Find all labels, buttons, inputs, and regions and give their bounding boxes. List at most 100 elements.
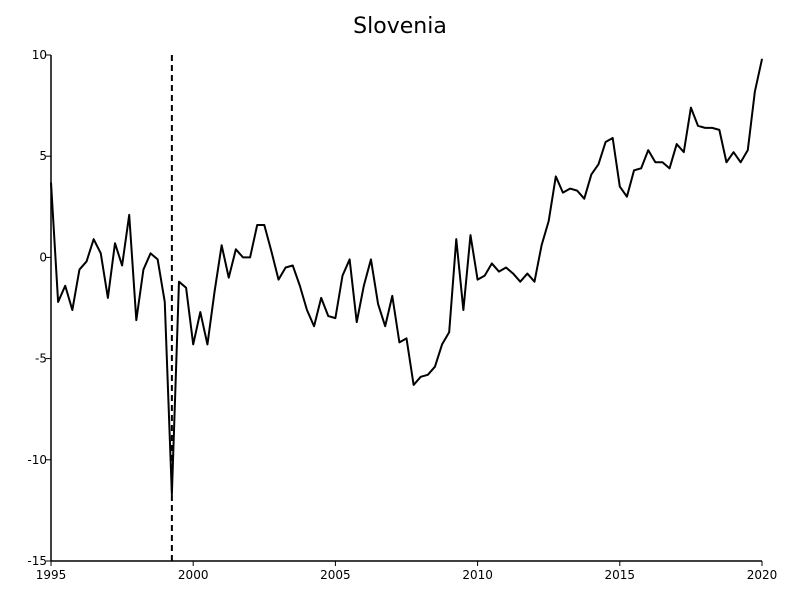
data-point <box>228 277 230 279</box>
data-point <box>171 493 173 495</box>
data-point <box>150 252 152 254</box>
data-point <box>747 149 749 151</box>
data-points <box>50 58 763 495</box>
data-point <box>626 196 628 198</box>
data-point <box>434 366 436 368</box>
data-point <box>427 374 429 376</box>
data-point <box>221 244 223 246</box>
data-point <box>199 311 201 313</box>
data-point <box>327 315 329 317</box>
x-tick-label: 2000 <box>178 568 209 582</box>
data-point <box>697 125 699 127</box>
data-point <box>313 325 315 327</box>
data-point <box>498 271 500 273</box>
data-point <box>640 167 642 169</box>
data-point <box>71 309 73 311</box>
data-point <box>526 273 528 275</box>
data-point <box>306 309 308 311</box>
data-point <box>270 250 272 252</box>
data-point <box>647 149 649 151</box>
data-point <box>285 267 287 269</box>
data-point <box>455 238 457 240</box>
data-point <box>135 319 137 321</box>
data-point <box>278 279 280 281</box>
data-point <box>363 285 365 287</box>
data-point <box>356 321 358 323</box>
data-point <box>206 343 208 345</box>
data-point <box>590 173 592 175</box>
data-point <box>107 297 109 299</box>
data-point <box>669 167 671 169</box>
data-point <box>569 188 571 190</box>
data-point <box>406 337 407 339</box>
data-point <box>533 281 535 283</box>
data-point <box>661 161 663 163</box>
data-point <box>469 234 471 236</box>
data-point <box>491 262 493 264</box>
x-tick-label: 1995 <box>36 568 67 582</box>
y-tick-label: -15 <box>27 554 47 568</box>
y-tick-label: -10 <box>27 453 47 467</box>
data-point <box>185 287 187 289</box>
data-point <box>413 384 415 386</box>
data-point <box>484 275 486 277</box>
data-point <box>256 224 258 226</box>
data-point <box>214 291 216 293</box>
data-point <box>164 301 166 303</box>
y-tick-label: 10 <box>32 48 47 62</box>
data-point <box>612 137 614 139</box>
data-point <box>462 309 464 311</box>
data-point <box>50 182 52 184</box>
data-point <box>683 151 685 153</box>
x-ticks: 1995 2000 2005 2010 2015 2020 <box>36 561 778 582</box>
data-point <box>420 376 422 378</box>
data-point <box>263 224 265 226</box>
data-point <box>676 143 678 145</box>
data-point <box>391 295 393 297</box>
y-ticks: -15 -10 -5 0 5 10 <box>27 48 51 568</box>
x-tick-label: 2005 <box>320 568 351 582</box>
data-point <box>334 317 336 319</box>
data-point <box>519 281 521 283</box>
data-point <box>619 186 621 188</box>
data-point <box>114 242 116 244</box>
data-point <box>93 238 95 240</box>
data-point <box>690 107 692 109</box>
y-tick-label: 5 <box>39 149 47 163</box>
data-point <box>754 90 756 92</box>
data-point <box>605 141 607 143</box>
data-point <box>761 58 763 60</box>
data-point <box>320 297 322 299</box>
data-point <box>377 303 379 305</box>
data-point <box>477 279 479 281</box>
data-point <box>57 301 59 303</box>
data-point <box>711 127 713 129</box>
data-point <box>78 269 80 271</box>
data-point <box>349 258 351 260</box>
data-point <box>740 161 742 163</box>
data-point <box>654 161 656 163</box>
data-point <box>86 260 88 262</box>
x-tick-label: 2010 <box>462 568 493 582</box>
data-point <box>597 163 599 165</box>
data-point <box>64 285 66 287</box>
data-point <box>555 175 557 177</box>
data-point <box>512 273 514 275</box>
data-point <box>192 343 194 345</box>
data-point <box>100 252 102 254</box>
data-point <box>121 264 123 266</box>
data-point <box>242 256 244 258</box>
data-point <box>576 190 578 192</box>
data-point <box>704 127 706 129</box>
data-point <box>342 275 344 277</box>
x-tick-label: 2015 <box>605 568 636 582</box>
data-point <box>370 258 372 260</box>
x-tick-label: 2020 <box>747 568 778 582</box>
data-point <box>235 248 237 250</box>
data-point <box>448 331 450 333</box>
y-tick-label: 0 <box>39 250 47 264</box>
data-point <box>384 325 386 327</box>
data-point <box>583 198 585 200</box>
data-point <box>718 129 720 131</box>
data-point <box>725 161 727 163</box>
